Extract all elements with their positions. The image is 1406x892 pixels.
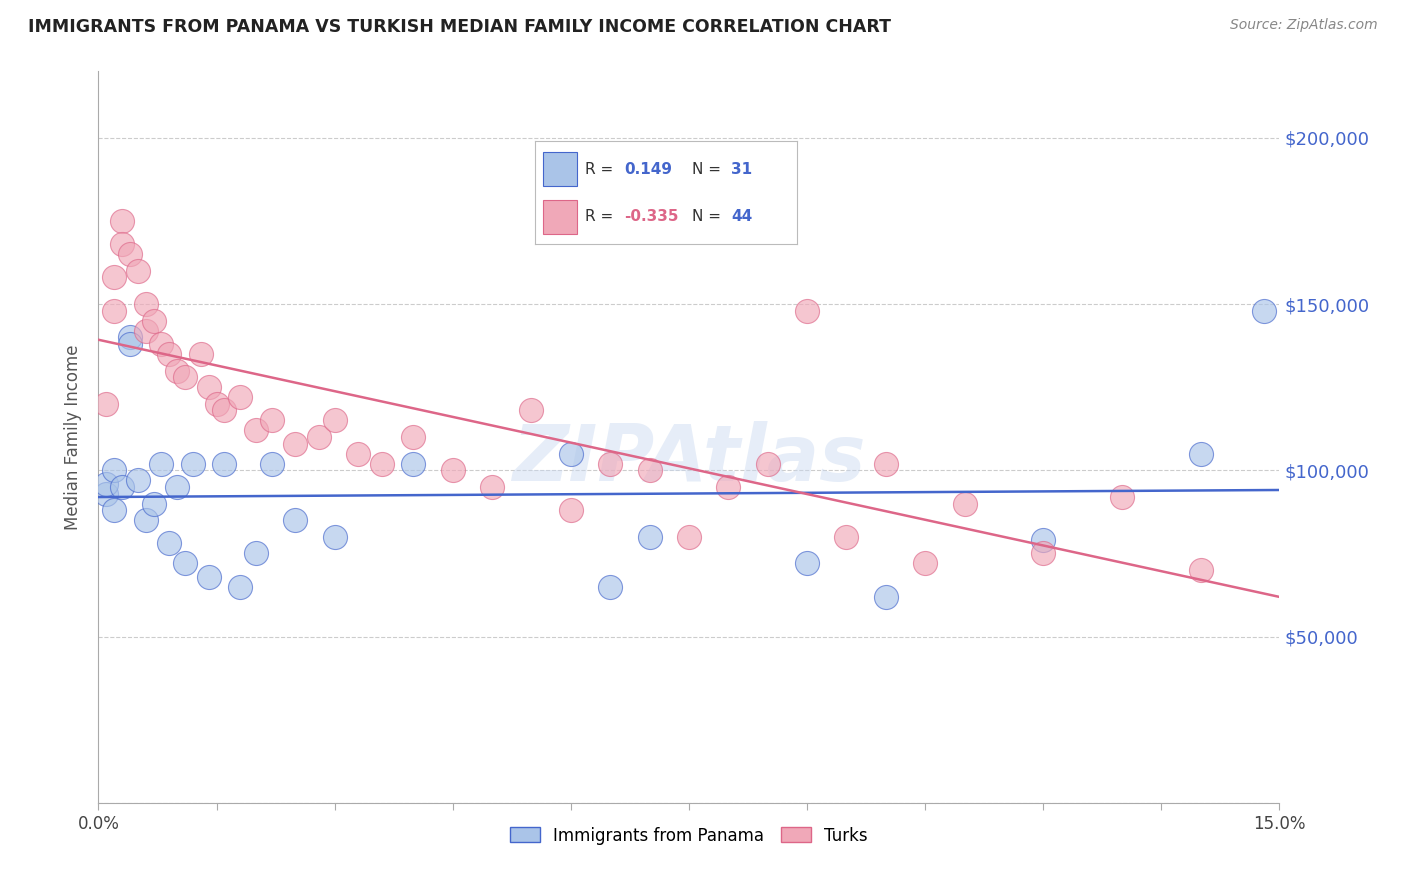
Point bbox=[260, 413, 283, 427]
Point bbox=[1111, 490, 1133, 504]
Point bbox=[174, 370, 197, 384]
Point bbox=[197, 380, 219, 394]
Point bbox=[150, 337, 173, 351]
Point bbox=[560, 447, 582, 461]
Point bbox=[157, 347, 180, 361]
Point bbox=[284, 513, 307, 527]
Point bbox=[1253, 303, 1275, 318]
Text: N =: N = bbox=[692, 161, 721, 177]
Point bbox=[229, 580, 252, 594]
Text: N =: N = bbox=[692, 209, 721, 224]
Point bbox=[127, 264, 149, 278]
Point bbox=[875, 457, 897, 471]
Point bbox=[111, 480, 134, 494]
Point bbox=[1189, 563, 1212, 577]
Point bbox=[118, 330, 141, 344]
Point bbox=[157, 536, 180, 550]
Point bbox=[835, 530, 858, 544]
Point bbox=[1189, 447, 1212, 461]
FancyBboxPatch shape bbox=[543, 200, 578, 234]
Point bbox=[796, 303, 818, 318]
Point bbox=[402, 457, 425, 471]
Text: 0.149: 0.149 bbox=[624, 161, 672, 177]
Point bbox=[560, 503, 582, 517]
Point bbox=[96, 397, 118, 411]
Point bbox=[142, 497, 165, 511]
Point bbox=[1032, 533, 1054, 548]
Point bbox=[166, 363, 188, 377]
Point bbox=[111, 214, 134, 228]
Point bbox=[875, 590, 897, 604]
Point bbox=[135, 297, 157, 311]
Point bbox=[118, 337, 141, 351]
Point bbox=[481, 480, 503, 494]
Point bbox=[111, 237, 134, 252]
Text: Source: ZipAtlas.com: Source: ZipAtlas.com bbox=[1230, 18, 1378, 32]
Point bbox=[118, 247, 141, 261]
Y-axis label: Median Family Income: Median Family Income bbox=[65, 344, 83, 530]
Point bbox=[166, 480, 188, 494]
Text: R =: R = bbox=[585, 209, 613, 224]
Point bbox=[214, 403, 236, 417]
Point bbox=[214, 457, 236, 471]
Point bbox=[914, 557, 936, 571]
Point bbox=[96, 486, 118, 500]
Point bbox=[599, 580, 621, 594]
Point bbox=[284, 436, 307, 450]
Point bbox=[260, 457, 283, 471]
Point bbox=[174, 557, 197, 571]
Point bbox=[142, 314, 165, 328]
Point bbox=[135, 513, 157, 527]
Point bbox=[150, 457, 173, 471]
Point bbox=[103, 463, 125, 477]
Point bbox=[181, 457, 204, 471]
Point bbox=[717, 480, 740, 494]
Point bbox=[197, 570, 219, 584]
Legend: Immigrants from Panama, Turks: Immigrants from Panama, Turks bbox=[502, 818, 876, 853]
Point bbox=[953, 497, 976, 511]
Text: IMMIGRANTS FROM PANAMA VS TURKISH MEDIAN FAMILY INCOME CORRELATION CHART: IMMIGRANTS FROM PANAMA VS TURKISH MEDIAN… bbox=[28, 18, 891, 36]
Point bbox=[323, 413, 346, 427]
Point bbox=[190, 347, 212, 361]
Point bbox=[96, 476, 118, 491]
Point bbox=[103, 270, 125, 285]
Text: 44: 44 bbox=[731, 209, 752, 224]
Point bbox=[756, 457, 779, 471]
Point bbox=[441, 463, 464, 477]
Point bbox=[245, 424, 267, 438]
Point bbox=[678, 530, 700, 544]
Point bbox=[638, 530, 661, 544]
Point bbox=[796, 557, 818, 571]
Point bbox=[245, 546, 267, 560]
Text: 31: 31 bbox=[731, 161, 752, 177]
Point bbox=[402, 430, 425, 444]
Point bbox=[347, 447, 370, 461]
Text: R =: R = bbox=[585, 161, 613, 177]
Point bbox=[135, 324, 157, 338]
Text: ZIPAtlas: ZIPAtlas bbox=[512, 421, 866, 497]
Point bbox=[323, 530, 346, 544]
FancyBboxPatch shape bbox=[543, 152, 578, 186]
Point bbox=[599, 457, 621, 471]
Point bbox=[229, 390, 252, 404]
Text: -0.335: -0.335 bbox=[624, 209, 679, 224]
Point bbox=[520, 403, 543, 417]
Point bbox=[127, 473, 149, 487]
Point bbox=[103, 503, 125, 517]
Point bbox=[1032, 546, 1054, 560]
Point bbox=[103, 303, 125, 318]
Point bbox=[371, 457, 394, 471]
Point bbox=[638, 463, 661, 477]
Point bbox=[308, 430, 330, 444]
Point bbox=[205, 397, 228, 411]
